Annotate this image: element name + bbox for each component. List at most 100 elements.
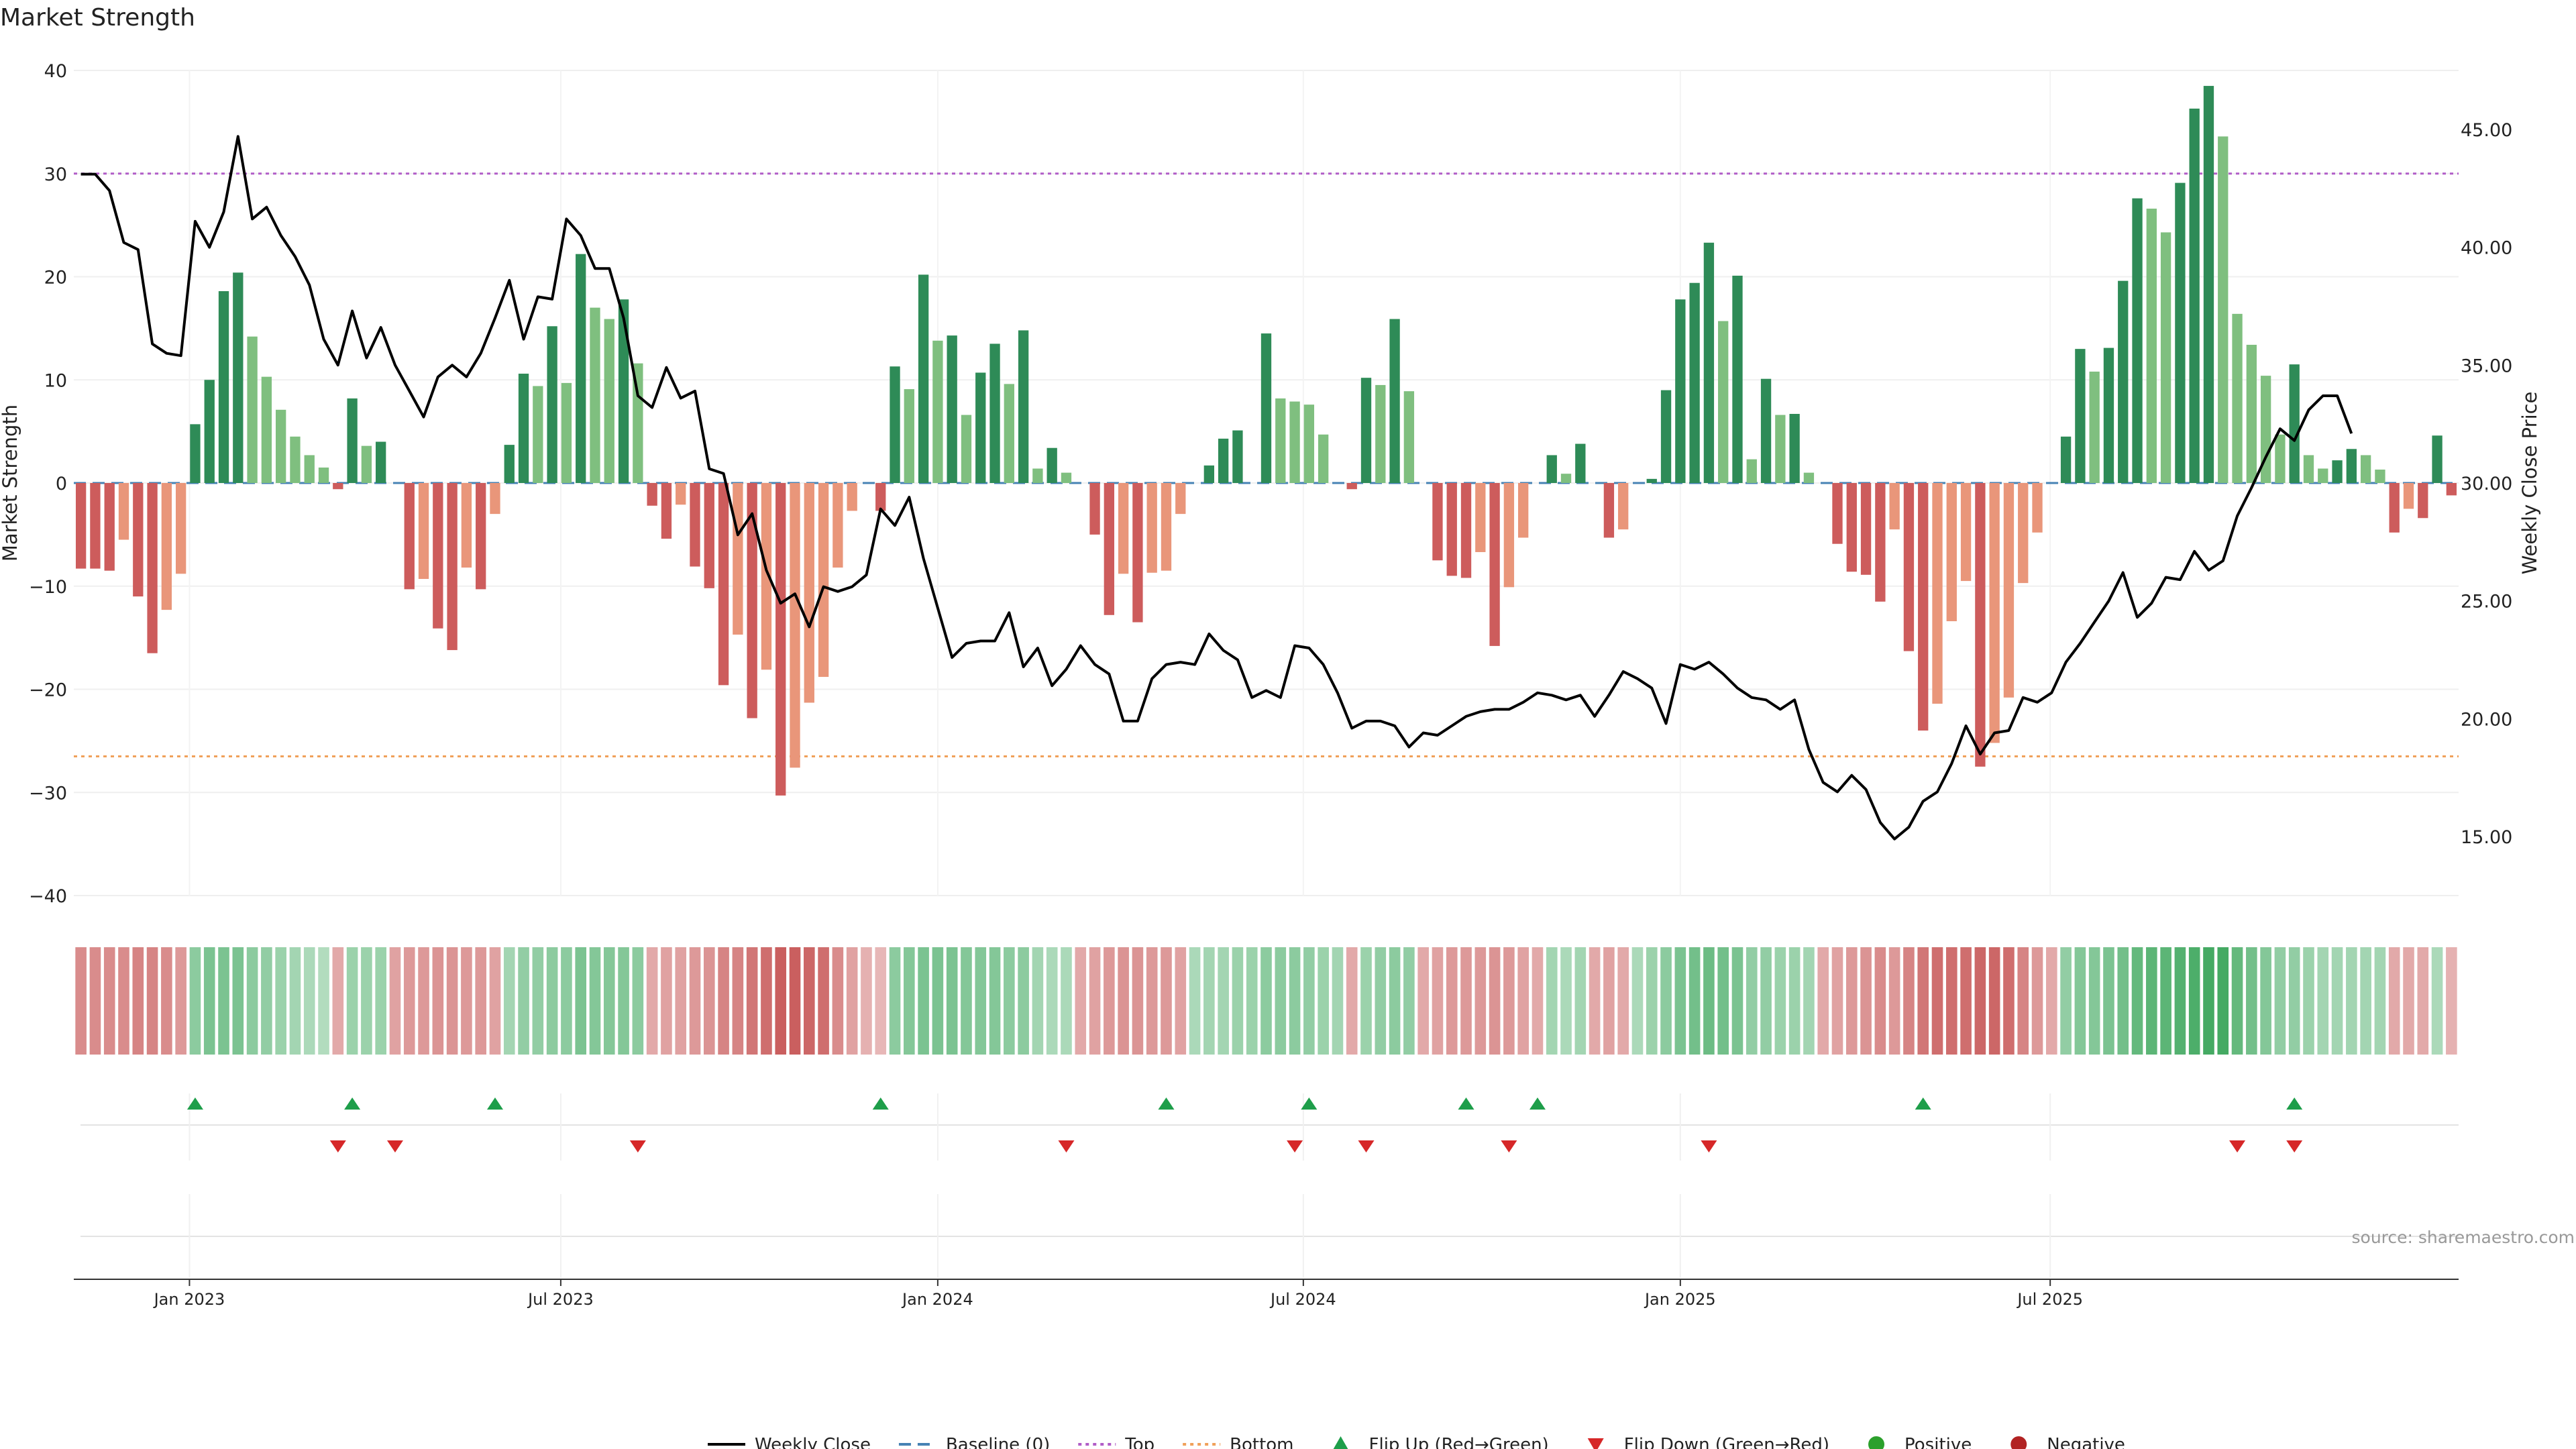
strength-bar bbox=[1232, 430, 1243, 483]
strength-bar bbox=[561, 382, 572, 483]
heat-cell bbox=[2303, 947, 2314, 1055]
heat-cell bbox=[161, 947, 172, 1055]
heat-cell bbox=[218, 947, 229, 1055]
strength-bar bbox=[518, 374, 529, 483]
x-tick-label: Jan 2023 bbox=[153, 1290, 225, 1309]
strength-bar bbox=[318, 467, 329, 483]
strength-bar bbox=[2346, 449, 2357, 483]
heat-cell bbox=[1432, 947, 1444, 1055]
y2-tick-label: 30.00 bbox=[2461, 474, 2512, 494]
heat-cell bbox=[89, 947, 101, 1055]
heat-cell bbox=[1917, 947, 1929, 1055]
strength-bar bbox=[1960, 483, 1972, 582]
heat-cell bbox=[1303, 947, 1315, 1055]
heat-cell bbox=[689, 947, 701, 1055]
heat-cell bbox=[118, 947, 129, 1055]
strength-bar bbox=[1346, 483, 1357, 490]
flip-down-marker bbox=[1701, 1140, 1717, 1152]
strength-bar bbox=[1646, 478, 1657, 483]
flip-down-marker bbox=[1501, 1140, 1517, 1152]
strength-bar bbox=[161, 483, 172, 610]
heat-cell bbox=[1617, 947, 1629, 1055]
strength-bar bbox=[2275, 434, 2286, 483]
heat-cell bbox=[2003, 947, 2015, 1055]
heat-cell bbox=[489, 947, 501, 1055]
strength-bar bbox=[1032, 468, 1043, 483]
y-tick-label: 20 bbox=[44, 268, 67, 288]
strength-bar bbox=[233, 272, 244, 483]
heat-cell bbox=[1631, 947, 1644, 1055]
heat-cell bbox=[1660, 947, 1672, 1055]
heat-cell bbox=[1161, 947, 1172, 1055]
heat-cell bbox=[789, 947, 801, 1055]
y2-tick-label: 35.00 bbox=[2461, 356, 2512, 376]
source-note: source: sharemaestro.com bbox=[2352, 1228, 2575, 1247]
weekly-close-series bbox=[80, 135, 2353, 841]
heat-cell bbox=[1046, 947, 1058, 1055]
heat-cell bbox=[1360, 947, 1372, 1055]
flip-markers bbox=[80, 1093, 2459, 1278]
heat-cell bbox=[1960, 947, 1972, 1055]
y2-tick-label: 45.00 bbox=[2461, 120, 2512, 141]
legend-item: Bottom bbox=[1183, 1435, 1294, 1449]
strength-bar bbox=[504, 445, 515, 483]
strength-bar bbox=[290, 436, 301, 483]
strength-bar bbox=[2160, 232, 2171, 483]
y-tick-label: −40 bbox=[29, 886, 67, 907]
heat-cell bbox=[1246, 947, 1258, 1055]
heat-cell bbox=[2246, 947, 2257, 1055]
strength-bar bbox=[1875, 483, 1886, 602]
heat-cell bbox=[303, 947, 315, 1055]
strength-bar bbox=[1375, 384, 1386, 483]
strength-bar bbox=[1732, 275, 1743, 483]
heat-cell bbox=[361, 947, 372, 1055]
heat-cell bbox=[532, 947, 544, 1055]
flip-down-marker bbox=[1358, 1140, 1375, 1152]
strength-bar bbox=[347, 398, 358, 483]
strength-bar bbox=[247, 336, 258, 483]
legend-item: Flip Down (Green→Red) bbox=[1587, 1435, 1829, 1449]
heat-cell bbox=[646, 947, 658, 1055]
legend-item: Top bbox=[1078, 1435, 1155, 1449]
legend-label: Baseline (0) bbox=[946, 1435, 1050, 1449]
heat-cell bbox=[261, 947, 272, 1055]
heat-cell bbox=[246, 947, 258, 1055]
heat-cell bbox=[1774, 947, 1786, 1055]
heat-cell bbox=[2188, 947, 2200, 1055]
heat-cell bbox=[1760, 947, 1772, 1055]
heat-cell bbox=[475, 947, 486, 1055]
y2-tick-label: 15.00 bbox=[2461, 827, 2512, 848]
strength-bar bbox=[447, 483, 458, 651]
heat-cell bbox=[746, 947, 758, 1055]
strength-bar bbox=[2232, 313, 2243, 483]
strength-bar bbox=[490, 483, 500, 515]
strength-bar bbox=[790, 483, 800, 768]
legend-label: Negative bbox=[2047, 1435, 2125, 1449]
strength-bar bbox=[1089, 483, 1100, 535]
y-tick-label: 30 bbox=[44, 164, 67, 185]
heat-cell bbox=[2260, 947, 2271, 1055]
heat-cell bbox=[1903, 947, 1915, 1055]
heat-cell bbox=[1203, 947, 1215, 1055]
y-axis-label: Market Strength bbox=[0, 405, 21, 561]
heat-cell bbox=[1589, 947, 1601, 1055]
flip-up-marker bbox=[486, 1097, 503, 1110]
strength-bar bbox=[304, 455, 315, 483]
y-tick-label: 0 bbox=[56, 474, 67, 494]
strength-bar bbox=[1775, 415, 1786, 483]
strength-bar bbox=[1860, 483, 1872, 575]
strength-bar bbox=[1132, 483, 1143, 623]
heat-cell bbox=[403, 947, 415, 1055]
heat-cell bbox=[146, 947, 158, 1055]
strength-bar bbox=[1946, 483, 1957, 622]
x-tick-label: Jul 2025 bbox=[2016, 1290, 2083, 1309]
heat-cell bbox=[1104, 947, 1115, 1055]
strength-bar bbox=[1161, 483, 1172, 571]
heat-cell bbox=[1189, 947, 1201, 1055]
strength-bar bbox=[1760, 378, 1772, 483]
heat-cell bbox=[1018, 947, 1029, 1055]
strength-bar bbox=[918, 274, 929, 483]
y-tick-label: −30 bbox=[29, 783, 67, 804]
heat-cell bbox=[1118, 947, 1129, 1055]
strength-bar bbox=[1575, 443, 1586, 483]
